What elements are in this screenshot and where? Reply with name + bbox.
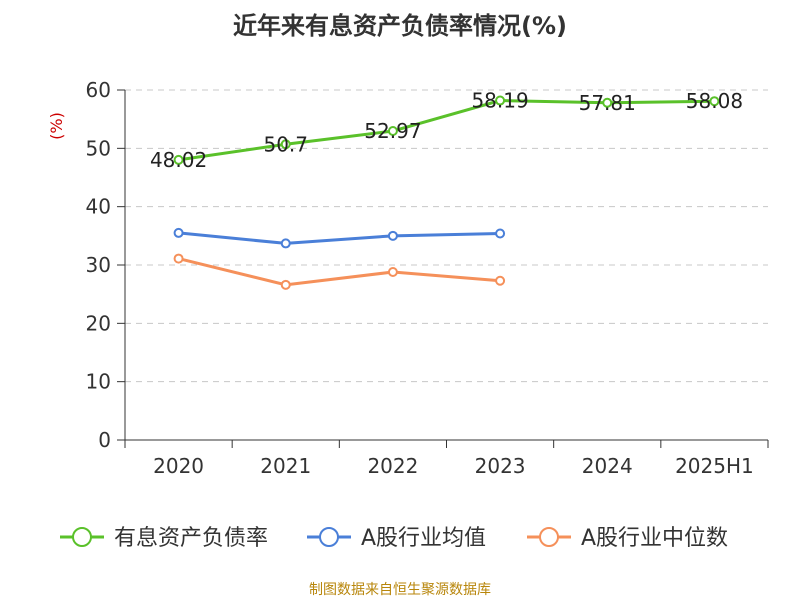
chart-title: 近年来有息资产负债率情况(%) bbox=[233, 12, 567, 40]
series-point-2 bbox=[173, 253, 184, 264]
source-note: 制图数据来自恒生聚源数据库 bbox=[309, 582, 491, 598]
series-point-0 bbox=[280, 139, 291, 150]
y-tick-label: 30 bbox=[86, 253, 111, 277]
x-tick-label: 2025H1 bbox=[675, 454, 754, 478]
series-line-0 bbox=[178, 99, 715, 162]
legend-label: 有息资产负债率 bbox=[114, 526, 268, 551]
data-label: 58.19 bbox=[471, 89, 528, 113]
x-tick-label: 2024 bbox=[582, 454, 633, 478]
series-point-1 bbox=[280, 238, 291, 249]
legend-marker bbox=[319, 527, 339, 547]
x-tick-label: 2022 bbox=[367, 454, 418, 478]
series-line-2 bbox=[178, 257, 501, 287]
x-tick-label: 2020 bbox=[153, 454, 204, 478]
y-axis-unit: (%) bbox=[47, 112, 66, 140]
y-tick-label: 50 bbox=[86, 136, 111, 160]
series-point-0 bbox=[602, 97, 613, 108]
series-point-2 bbox=[495, 275, 506, 286]
series-point-0 bbox=[173, 154, 184, 165]
legend-label: A股行业均值 bbox=[361, 526, 486, 551]
x-tick-label: 2021 bbox=[260, 454, 311, 478]
y-tick-label: 0 bbox=[98, 428, 111, 452]
legend-marker bbox=[72, 527, 92, 547]
series-point-0 bbox=[709, 96, 720, 107]
x-tick-label: 2023 bbox=[475, 454, 526, 478]
series-point-1 bbox=[173, 227, 184, 238]
series-point-1 bbox=[387, 230, 398, 241]
series-point-0 bbox=[387, 126, 398, 137]
y-tick-label: 60 bbox=[86, 78, 111, 102]
series-line-1 bbox=[178, 231, 501, 245]
legend-label: A股行业中位数 bbox=[581, 526, 728, 551]
series-point-0 bbox=[495, 95, 506, 106]
legend-marker bbox=[539, 527, 559, 547]
data-label: 58.08 bbox=[686, 89, 743, 113]
data-label: 50.7 bbox=[263, 132, 308, 156]
data-label: 57.81 bbox=[579, 91, 636, 115]
y-tick-label: 40 bbox=[86, 195, 111, 219]
y-tick-label: 10 bbox=[86, 370, 111, 394]
series-point-2 bbox=[387, 267, 398, 277]
y-tick-label: 20 bbox=[86, 311, 111, 335]
series-point-2 bbox=[280, 279, 291, 290]
data-label: 48.02 bbox=[150, 148, 207, 172]
data-label: 52.97 bbox=[364, 119, 421, 143]
series-point-1 bbox=[495, 228, 506, 239]
